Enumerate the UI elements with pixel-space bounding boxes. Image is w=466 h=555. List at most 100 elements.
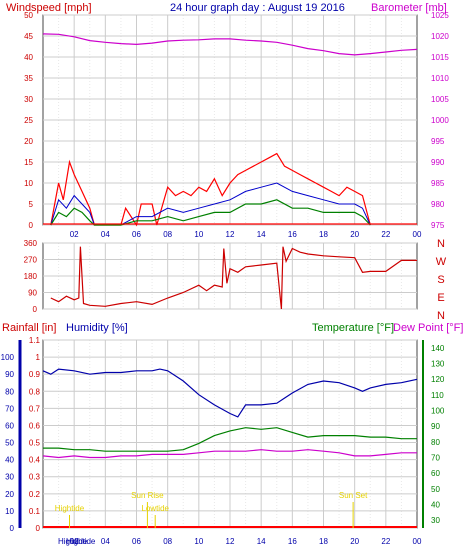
dewpoint-line (42, 449, 417, 459)
wind-tick-label: 5 (29, 200, 34, 209)
barometer-tick-label: 1025 (431, 11, 449, 20)
chart-title: 24 hour graph day : August 19 2016 (170, 2, 345, 14)
wind-tick-label: 10 (24, 179, 33, 188)
temperature-tick-label: 130 (431, 360, 445, 369)
x-tick-label: 18 (319, 537, 328, 546)
compass-label: W (436, 256, 447, 268)
x-tick-label: 08 (163, 230, 172, 239)
barometer-tick-label: 985 (431, 179, 445, 188)
direction-tick-label: 270 (24, 256, 38, 265)
bottom-tide-label: Hightide (58, 537, 88, 546)
direction-line (50, 246, 417, 310)
rain-tick-label: 0.8 (29, 387, 41, 396)
x-tick-label: 14 (257, 230, 266, 239)
astro-label: Sun Rise (131, 491, 164, 500)
x-tick-label: 18 (319, 230, 328, 239)
wind-tick-label: 30 (24, 95, 33, 104)
temperature-tick-label: 140 (431, 344, 445, 353)
barometer-tick-label: 990 (431, 158, 445, 167)
humidity-tick-label: 90 (5, 370, 14, 379)
humidity-tick-label: 70 (5, 404, 14, 413)
barometer-tick-label: 980 (431, 200, 445, 209)
x-tick-label: 12 (226, 537, 235, 546)
barometer-tick-label: 975 (431, 221, 445, 230)
temperature-tick-label: 50 (431, 485, 440, 494)
barometer-axis-label: Barometer [mb] (371, 2, 447, 14)
humidity-tick-label: 50 (5, 439, 14, 448)
rain-tick-label: 0.1 (29, 507, 41, 516)
x-tick-label: 20 (350, 230, 359, 239)
wind-avg-line (50, 182, 371, 226)
barometer-tick-label: 1000 (431, 116, 449, 125)
rain-tick-label: 1 (36, 353, 41, 362)
temperature-axis-label: Temperature [°F] (312, 322, 394, 334)
bottom-tide-label: Hightide (66, 537, 96, 546)
temperature-tick-label: 110 (431, 391, 444, 400)
humidity-line (42, 368, 418, 418)
x-tick-label: 04 (101, 230, 110, 239)
rain-tick-label: 0.2 (29, 490, 41, 499)
barometer-tick-label: 1015 (431, 53, 449, 62)
x-tick-label: 06 (132, 537, 141, 546)
x-tick-label: 16 (288, 230, 297, 239)
barometer-tick-label: 1005 (431, 95, 449, 104)
x-tick-label: 10 (194, 230, 203, 239)
humidity-tick-label: 20 (5, 490, 14, 499)
humidity-tick-label: 40 (5, 456, 14, 465)
compass-label: N (437, 238, 445, 250)
x-tick-label: 00 (413, 537, 422, 546)
humidity-tick-label: 100 (1, 353, 15, 362)
x-tick-label: 02 (70, 537, 79, 546)
x-tick-label: 00 (413, 230, 422, 239)
temperature-tick-label: 100 (431, 407, 445, 416)
wind-tick-label: 45 (24, 32, 33, 41)
barometer-line (42, 33, 418, 56)
x-tick-label: 08 (163, 537, 172, 546)
x-tick-label: 16 (288, 537, 297, 546)
rain-tick-label: 0.9 (29, 370, 41, 379)
temperature-tick-label: 120 (431, 375, 445, 384)
rain-tick-label: 0.6 (29, 421, 41, 430)
wind-tick-label: 40 (24, 53, 33, 62)
x-tick-label: 04 (101, 537, 110, 546)
temperature-tick-label: 40 (431, 501, 440, 510)
rain-tick-label: 0 (36, 524, 41, 533)
wind-gust-line (50, 152, 371, 227)
rain-tick-label: 0.7 (29, 404, 41, 413)
barometer-tick-label: 1020 (431, 32, 449, 41)
compass-label: S (437, 274, 444, 286)
direction-tick-label: 0 (33, 305, 38, 314)
humidity-tick-label: 60 (5, 421, 14, 430)
rainfall-axis-label: Rainfall [in] (2, 322, 56, 334)
x-tick-label: 12 (226, 230, 235, 239)
wind-tick-label: 15 (24, 158, 33, 167)
astro-label: Hightide (55, 504, 85, 513)
direction-tick-label: 180 (24, 272, 38, 281)
direction-tick-label: 360 (24, 239, 38, 248)
rain-tick-label: 1.1 (29, 336, 41, 345)
x-tick-label: 22 (381, 230, 390, 239)
x-tick-label: 10 (194, 537, 203, 546)
x-tick-label: 02 (70, 230, 79, 239)
x-tick-label: 20 (350, 537, 359, 546)
temperature-tick-label: 60 (431, 469, 440, 478)
wind-tick-label: 20 (24, 137, 33, 146)
rain-tick-label: 0.5 (29, 439, 41, 448)
wind-tick-label: 50 (24, 11, 33, 20)
humidity-tick-label: 10 (5, 507, 14, 516)
x-tick-label: 14 (257, 537, 266, 546)
humidity-axis-label: Humidity [%] (66, 322, 128, 334)
compass-label: N (437, 310, 445, 322)
wind-tick-label: 35 (24, 74, 33, 83)
barometer-tick-label: 995 (431, 137, 445, 146)
wind-tick-label: 25 (24, 116, 33, 125)
temperature-tick-label: 80 (431, 438, 440, 447)
x-tick-label: 06 (132, 230, 141, 239)
wind-axis-label: Windspeed [mph] (6, 2, 92, 14)
direction-tick-label: 90 (28, 289, 37, 298)
wind-low-line (50, 199, 371, 226)
x-tick-label: 22 (381, 537, 390, 546)
wind-tick-label: 0 (29, 221, 34, 230)
temperature-tick-label: 30 (431, 516, 440, 525)
rain-tick-label: 0.3 (29, 473, 41, 482)
